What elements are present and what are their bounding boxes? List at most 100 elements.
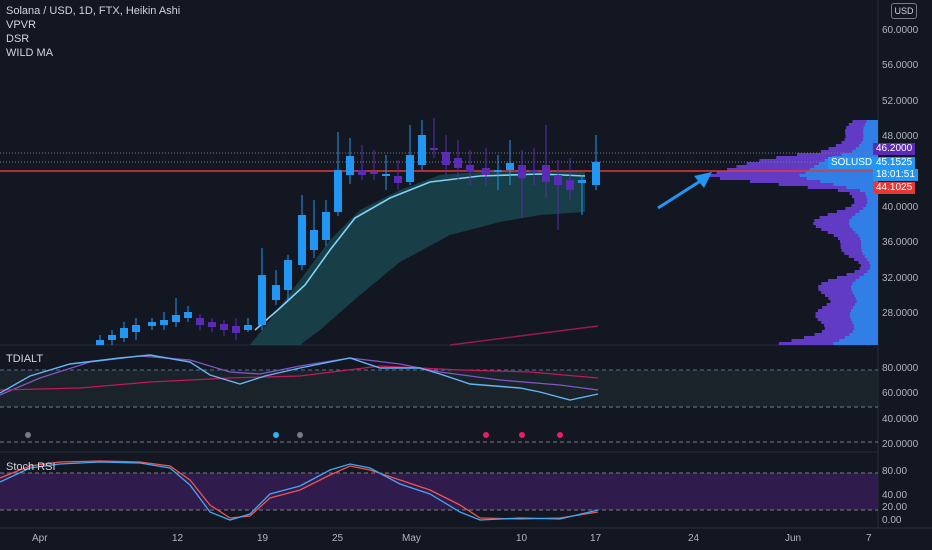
volume-bar	[860, 264, 878, 267]
volume-bar	[821, 291, 878, 294]
volume-bar	[859, 237, 878, 240]
volume-bar	[846, 126, 878, 129]
volume-bar	[851, 216, 878, 219]
stoch-rsi-label[interactable]: Stoch RSI	[6, 461, 56, 473]
candle-body	[120, 328, 128, 338]
candle-body	[232, 326, 240, 333]
price-tick: 60.0000	[882, 25, 919, 36]
tdialt-tick: 40.0000	[882, 414, 919, 425]
legend-symbol[interactable]: Solana / USD, 1D, FTX, Heikin Ashi	[6, 5, 181, 17]
volume-bar	[835, 144, 878, 147]
tdialt-tick: 20.0000	[882, 439, 919, 450]
volume-bar	[859, 267, 878, 270]
tdi-signal-dot	[483, 432, 489, 438]
candle-body	[322, 212, 330, 240]
volume-bar	[821, 282, 878, 285]
time-tick: Jun	[785, 533, 802, 544]
candle-body	[310, 230, 318, 250]
volume-bar	[851, 285, 878, 288]
currency-button[interactable]: USD	[891, 3, 917, 19]
time-tick: 17	[590, 533, 602, 544]
candle-body	[108, 335, 116, 340]
candle-body	[196, 318, 204, 325]
volume-bar	[866, 195, 878, 198]
volume-bar	[852, 195, 878, 198]
tdi-signal-dot	[297, 432, 303, 438]
volume-bar	[833, 183, 878, 186]
volume-bar	[867, 258, 878, 261]
time-tick: 10	[516, 533, 528, 544]
volume-bar	[836, 276, 878, 279]
volume-bar	[824, 324, 878, 327]
price-tick: 40.0000	[882, 202, 919, 213]
volume-bar	[864, 255, 878, 258]
symbol-tag: SOLUSD	[828, 157, 876, 169]
price-tick: 32.0000	[882, 273, 919, 284]
legend-wild-ma[interactable]: WILD MA	[6, 47, 54, 59]
volume-bar	[866, 204, 878, 207]
volume-bar	[818, 288, 878, 291]
volume-bar	[759, 159, 878, 162]
volume-bar	[855, 213, 878, 216]
volume-bar	[851, 288, 878, 291]
volume-bar	[869, 261, 878, 264]
legend-dsr[interactable]: DSR	[6, 33, 30, 45]
time-tick: Apr	[32, 533, 48, 544]
volume-bar	[828, 297, 878, 300]
volume-bar	[830, 300, 878, 303]
volume-bar	[859, 144, 878, 147]
volume-bar	[827, 213, 878, 216]
volume-bar	[860, 240, 878, 243]
volume-bar	[806, 177, 878, 180]
volume-bar	[867, 198, 878, 201]
volume-bar	[839, 339, 878, 342]
stoch-tick: 80.00	[882, 466, 908, 477]
volume-bar	[866, 120, 878, 123]
volume-bar	[820, 180, 878, 183]
candle-body	[578, 180, 586, 183]
volume-bar	[791, 339, 878, 342]
volume-bar	[778, 342, 878, 345]
volume-bar	[727, 168, 878, 171]
tdialt-label[interactable]: TDIALT	[6, 353, 44, 365]
candle-body	[418, 135, 426, 165]
price-tag-last: 45.1525	[873, 157, 916, 169]
stoch-band	[0, 473, 878, 510]
volume-bar	[817, 318, 878, 321]
volume-bar	[825, 294, 878, 297]
time-tick: 25	[332, 533, 344, 544]
volume-bar	[820, 150, 878, 153]
volume-bar	[865, 192, 878, 195]
volume-bar	[859, 189, 878, 192]
volume-bar	[841, 153, 878, 156]
volume-bar	[849, 312, 878, 315]
volume-bar	[862, 252, 878, 255]
volume-bar	[864, 123, 878, 126]
candle-body	[442, 152, 450, 165]
volume-bar	[862, 138, 878, 141]
volume-bar	[805, 171, 878, 174]
volume-bar	[863, 129, 878, 132]
tdi-signal-dot	[519, 432, 525, 438]
volume-bar	[870, 264, 878, 267]
volume-bar	[850, 318, 878, 321]
candle-body	[298, 215, 306, 265]
volume-bar	[749, 180, 878, 183]
volume-bar	[827, 231, 878, 234]
volume-bar	[854, 303, 878, 306]
volume-bar	[824, 327, 878, 330]
volume-bar	[863, 135, 878, 138]
volume-bar	[840, 243, 878, 246]
volume-bar	[845, 135, 878, 138]
legend-vpvr[interactable]: VPVR	[6, 19, 36, 31]
volume-bar	[861, 249, 878, 252]
candle-body	[258, 275, 266, 325]
candle-body	[394, 176, 402, 183]
volume-bar	[720, 177, 878, 180]
tdi-signal-dot	[25, 432, 31, 438]
volume-bar	[815, 312, 878, 315]
volume-bar	[815, 225, 878, 228]
candle-body	[430, 148, 438, 150]
